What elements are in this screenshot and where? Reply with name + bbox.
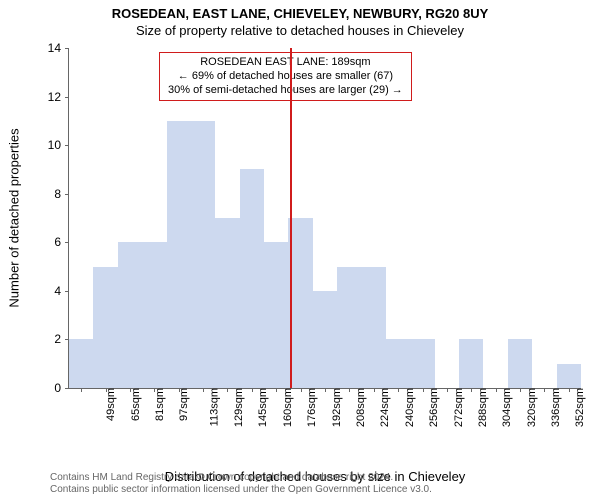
bar [215,218,240,388]
x-tick [423,388,424,392]
annotation-line3: 30% of semi-detached houses are larger (… [168,84,403,98]
footer-line2: Contains public sector information licen… [50,484,432,496]
x-tick-label: 336sqm [550,388,562,427]
reference-line [290,48,292,388]
x-tick-label: 129sqm [233,388,245,427]
x-tick [252,388,253,392]
x-tick [81,388,82,392]
bar [142,242,167,388]
bar [410,339,435,388]
x-tick-label: 81sqm [154,388,166,421]
bar [264,242,289,388]
x-tick-label: 240sqm [404,388,416,427]
annotation-line1: ROSEDEAN EAST LANE: 189sqm [168,56,403,70]
y-tick-label: 4 [54,284,69,298]
x-tick [447,388,448,392]
x-tick-label: 304sqm [501,388,513,427]
x-tick [520,388,521,392]
x-tick-label: 113sqm [208,388,220,426]
y-tick-label: 12 [48,90,69,104]
x-tick-label: 224sqm [380,388,392,427]
footer: Contains HM Land Registry data © Crown c… [50,472,432,496]
x-tick-label: 65sqm [130,388,142,421]
bar [362,267,387,388]
x-tick-label: 352sqm [575,388,587,427]
bar [557,364,582,388]
x-tick [154,388,155,392]
bar [459,339,484,388]
bar [118,242,143,388]
y-tick-label: 8 [54,187,69,201]
bar [386,339,411,388]
x-tick-label: 192sqm [331,388,343,427]
x-tick [569,388,570,392]
x-tick [471,388,472,392]
y-tick-label: 0 [54,381,69,395]
x-tick [276,388,277,392]
x-tick-label: 320sqm [526,388,538,427]
x-tick [130,388,131,392]
annotation-box: ROSEDEAN EAST LANE: 189sqm ← 69% of deta… [159,52,412,101]
chart-container: ROSEDEAN, EAST LANE, CHIEVELEY, NEWBURY,… [0,0,600,500]
chart-subtitle: Size of property relative to detached ho… [0,23,600,38]
bar [337,267,362,388]
x-tick [349,388,350,392]
bar [191,121,216,388]
y-axis-label: Number of detached properties [7,128,22,307]
footer-line1: Contains HM Land Registry data © Crown c… [50,472,432,484]
bar [69,339,94,388]
x-tick [544,388,545,392]
bar [313,291,338,388]
x-tick-label: 288sqm [477,388,489,427]
x-tick-label: 208sqm [355,388,367,427]
y-tick-label: 10 [48,138,69,152]
chart-title: ROSEDEAN, EAST LANE, CHIEVELEY, NEWBURY,… [0,6,600,21]
x-tick-label: 176sqm [306,388,318,427]
x-tick [203,388,204,392]
title-area: ROSEDEAN, EAST LANE, CHIEVELEY, NEWBURY,… [0,0,600,38]
bar [288,218,313,388]
annotation-line2: ← 69% of detached houses are smaller (67… [168,70,403,84]
x-tick [496,388,497,392]
x-tick [374,388,375,392]
bar [93,267,118,388]
y-tick-label: 2 [54,332,69,346]
y-tick-label: 14 [48,41,69,55]
x-tick-label: 272sqm [453,388,465,427]
x-tick [106,388,107,392]
plot-area: ROSEDEAN EAST LANE: 189sqm ← 69% of deta… [68,48,581,389]
x-tick [179,388,180,392]
bar [167,121,192,388]
x-tick-label: 160sqm [282,388,294,427]
y-tick-label: 6 [54,235,69,249]
x-tick-label: 49sqm [105,388,117,421]
chart-wrap: Number of detached properties ROSEDEAN E… [50,48,580,428]
x-tick-label: 97sqm [178,388,190,421]
x-tick [301,388,302,392]
bar [508,339,533,388]
x-tick [398,388,399,392]
x-tick-label: 256sqm [428,388,440,427]
x-tick [325,388,326,392]
bar [240,169,265,388]
x-tick [227,388,228,392]
x-tick-label: 145sqm [258,388,270,427]
